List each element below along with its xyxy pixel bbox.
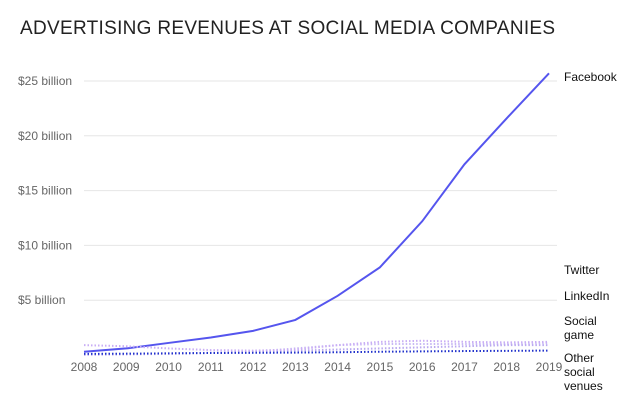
series-label: LinkedIn [564,289,609,303]
x-tick-label: 2016 [409,360,436,374]
x-tick-label: 2011 [198,360,224,374]
series-label: Other [564,351,594,365]
y-tick-label: $25 billion [18,74,72,88]
series-line-other [83,349,550,355]
x-tick-label: 2014 [324,360,351,374]
x-tick-label: 2013 [282,360,309,374]
series-line-facebook [83,72,550,353]
x-tick-label: 2010 [155,360,182,374]
series-label: Social [564,314,597,328]
y-tick-label: $15 billion [18,184,72,198]
y-tick-label: $5 billion [18,293,65,307]
x-tick-label: 2009 [113,360,140,374]
series-label: Facebook [564,70,618,84]
x-tick-label: 2012 [240,360,267,374]
x-tick-label: 2015 [367,360,394,374]
y-tick-label: $20 billion [18,129,72,143]
x-tick-label: 2008 [71,360,98,374]
chart-title: ADVERTISING REVENUES AT SOCIAL MEDIA COM… [20,18,556,39]
x-tick-label: 2018 [493,360,520,374]
series-line-linkedin [84,344,549,355]
series-label: game [564,328,594,342]
series-label: Twitter [564,263,599,277]
series-label: venues [564,379,603,393]
y-tick-label: $10 billion [18,238,72,252]
series-line-social [83,339,550,352]
x-tick-label: 2019 [536,360,563,374]
x-tick-label: 2017 [451,360,478,374]
series-label: social [564,365,595,379]
